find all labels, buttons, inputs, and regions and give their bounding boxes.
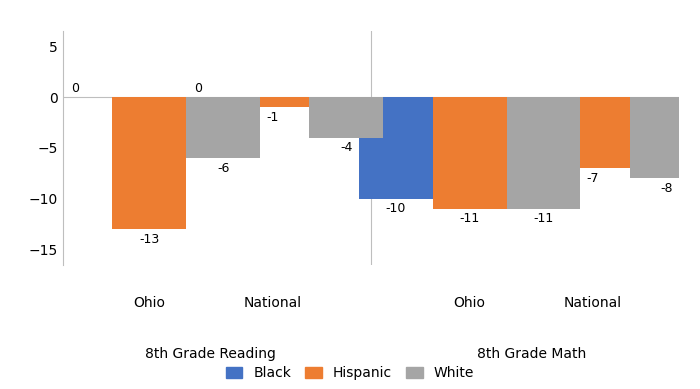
Text: -4: -4: [340, 141, 353, 154]
Text: Ohio: Ohio: [454, 296, 486, 310]
Text: -13: -13: [139, 233, 160, 245]
Text: 0: 0: [71, 82, 79, 95]
Text: -1: -1: [266, 111, 279, 124]
Bar: [235, 97, 309, 107]
Text: 8th Grade Reading: 8th Grade Reading: [146, 347, 276, 361]
Bar: [309, 97, 384, 138]
Text: -11: -11: [533, 212, 554, 225]
Bar: [556, 97, 630, 168]
Text: 0: 0: [195, 82, 202, 95]
Bar: [433, 97, 507, 209]
Bar: [630, 97, 700, 178]
Bar: [112, 97, 186, 229]
Text: -7: -7: [587, 172, 599, 185]
Text: -6: -6: [217, 161, 230, 175]
Text: -8: -8: [660, 182, 673, 195]
Text: -11: -11: [459, 212, 480, 225]
Text: -7: -7: [512, 172, 525, 185]
Text: 8th Grade Math: 8th Grade Math: [477, 347, 586, 361]
Text: Ohio: Ohio: [133, 296, 165, 310]
Text: National: National: [564, 296, 622, 310]
Bar: [482, 97, 556, 168]
Legend: Black, Hispanic, White: Black, Hispanic, White: [220, 361, 480, 386]
Bar: [358, 97, 433, 198]
Bar: [507, 97, 580, 209]
Text: National: National: [244, 296, 302, 310]
Bar: [186, 97, 260, 158]
Text: -10: -10: [386, 202, 406, 215]
